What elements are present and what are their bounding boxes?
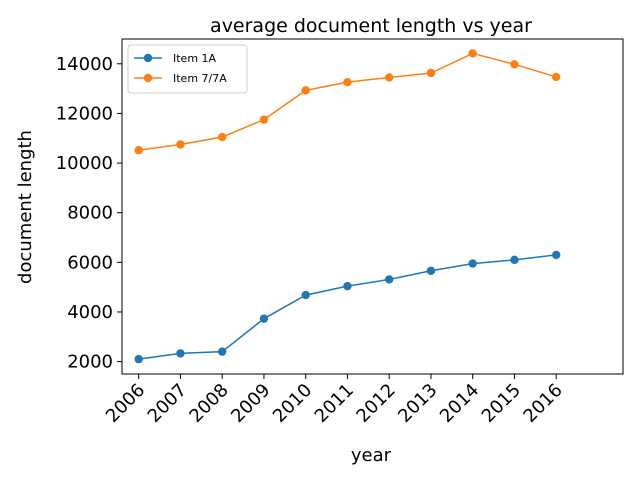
x-axis: 2006200720082009201020112012201320142015… bbox=[102, 374, 567, 427]
legend: Item 1A Item 7/7A bbox=[127, 44, 248, 94]
x-tick-label-10: 2016 bbox=[519, 380, 566, 427]
series-0-point-10 bbox=[552, 250, 561, 260]
x-tick-label-7: 2013 bbox=[394, 380, 441, 427]
legend-marker-0 bbox=[143, 53, 153, 63]
y-tick-label-2: 6000 bbox=[67, 252, 113, 273]
x-tick-label-2: 2008 bbox=[185, 380, 232, 427]
y-tick-label-4: 10000 bbox=[56, 153, 113, 174]
series-1-point-8 bbox=[468, 49, 477, 58]
x-tick-label-8: 2014 bbox=[436, 380, 483, 427]
legend-label-1: Item 7/7A bbox=[173, 72, 227, 85]
plot-area bbox=[121, 38, 624, 375]
series-0-point-6 bbox=[385, 275, 394, 284]
x-tick-label-6: 2012 bbox=[352, 380, 399, 427]
x-tick-label-4: 2010 bbox=[269, 380, 316, 427]
series-0-point-4 bbox=[301, 290, 310, 300]
series-0-point-3 bbox=[259, 314, 269, 323]
y-tick-label-6: 14000 bbox=[56, 54, 113, 75]
series-0-point-1 bbox=[176, 349, 185, 358]
y-tick-label-5: 12000 bbox=[56, 103, 113, 124]
y-axis: 2000 4000 6000 8000 10000 12000 14000 bbox=[56, 54, 122, 373]
x-tick-label-5: 2011 bbox=[311, 380, 358, 427]
series-1-point-2 bbox=[218, 132, 227, 142]
y-tick-label-1: 4000 bbox=[67, 302, 113, 323]
x-tick-label-3: 2009 bbox=[227, 380, 274, 427]
series-1-point-5 bbox=[343, 77, 352, 87]
series-0-point-8 bbox=[468, 259, 477, 268]
y-tick-label-3: 8000 bbox=[67, 203, 113, 224]
series-0-point-7 bbox=[426, 266, 436, 275]
legend-label-0: Item 1A bbox=[173, 52, 217, 65]
x-tick-label-9: 2015 bbox=[478, 380, 525, 427]
series-1-point-4 bbox=[301, 86, 310, 95]
chart-title: average document length vs year bbox=[210, 15, 532, 37]
legend-marker-1 bbox=[143, 73, 153, 83]
series-layer bbox=[134, 49, 561, 364]
series-1-point-9 bbox=[510, 60, 519, 69]
series-1-point-0 bbox=[134, 145, 143, 155]
series-0-point-0 bbox=[134, 354, 143, 364]
series-1-point-7 bbox=[426, 68, 436, 78]
series-0-point-5 bbox=[343, 281, 352, 291]
x-tick-label-1: 2007 bbox=[144, 380, 191, 427]
x-axis-title: year bbox=[351, 445, 392, 466]
series-1-point-10 bbox=[552, 72, 561, 82]
series-0-point-2 bbox=[218, 347, 227, 356]
series-1-point-1 bbox=[176, 140, 185, 149]
x-tick-label-0: 2006 bbox=[102, 380, 149, 427]
legend-box bbox=[127, 44, 248, 94]
y-tick-label-0: 2000 bbox=[67, 352, 113, 373]
series-1-point-3 bbox=[259, 115, 269, 124]
series-0-point-9 bbox=[510, 255, 519, 265]
series-1-point-6 bbox=[385, 73, 394, 82]
y-axis-title: document length bbox=[15, 130, 36, 284]
